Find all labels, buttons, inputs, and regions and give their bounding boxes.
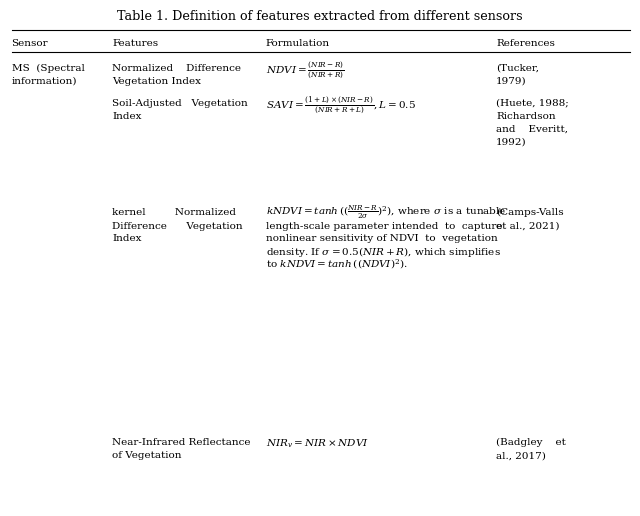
Text: to $kNDVI=tanh\,((NDVI)^2)$.: to $kNDVI=tanh\,((NDVI)^2)$.: [266, 258, 407, 271]
Text: density. If $\sigma=0.5(NIR+R)$, which simplifies: density. If $\sigma=0.5(NIR+R)$, which s…: [266, 245, 500, 259]
Text: length-scale parameter intended  to  capture: length-scale parameter intended to captu…: [266, 221, 502, 231]
Text: Vegetation Index: Vegetation Index: [112, 76, 201, 86]
Text: $SAVI=\frac{(1+L)\times(NIR-R)}{(NIR+R+L)}, L=0.5$: $SAVI=\frac{(1+L)\times(NIR-R)}{(NIR+R+L…: [266, 94, 416, 116]
Text: al., 2017): al., 2017): [496, 451, 546, 460]
Text: (Camps-Valls: (Camps-Valls: [496, 208, 564, 217]
Text: Table 1. Definition of features extracted from different sensors: Table 1. Definition of features extracte…: [117, 10, 523, 23]
Text: Normalized    Difference: Normalized Difference: [112, 63, 241, 73]
Text: 1992): 1992): [496, 137, 527, 147]
Text: et al., 2021): et al., 2021): [496, 221, 559, 231]
Text: Difference      Vegetation: Difference Vegetation: [112, 221, 243, 231]
Text: Formulation: Formulation: [266, 39, 330, 48]
Text: Sensor: Sensor: [12, 39, 48, 48]
Text: Soil-Adjusted   Vegetation: Soil-Adjusted Vegetation: [112, 99, 248, 108]
Text: Index: Index: [112, 111, 141, 121]
Text: Index: Index: [112, 234, 141, 244]
Text: 1979): 1979): [496, 76, 527, 86]
Text: $NDVI=\frac{(NIR-R)}{(NIR+R)}$: $NDVI=\frac{(NIR-R)}{(NIR+R)}$: [266, 61, 344, 82]
Text: Richardson: Richardson: [496, 111, 556, 121]
Text: Features: Features: [112, 39, 158, 48]
Text: $NIR_v=NIR\times NDVI$: $NIR_v=NIR\times NDVI$: [266, 438, 369, 450]
Text: (Huete, 1988;: (Huete, 1988;: [496, 99, 569, 108]
Text: MS  (Spectral: MS (Spectral: [12, 63, 84, 73]
Text: of Vegetation: of Vegetation: [112, 451, 182, 460]
Text: nonlinear sensitivity of NDVI  to  vegetation: nonlinear sensitivity of NDVI to vegetat…: [266, 234, 497, 244]
Text: kernel         Normalized: kernel Normalized: [112, 208, 236, 217]
Text: $kNDVI=tanh\,((\frac{NIR-R}{2\sigma})^2)$, where $\sigma$ is a tunable: $kNDVI=tanh\,((\frac{NIR-R}{2\sigma})^2)…: [266, 204, 506, 221]
Text: (Tucker,: (Tucker,: [496, 63, 539, 73]
Text: References: References: [496, 39, 555, 48]
Text: Near-Infrared Reflectance: Near-Infrared Reflectance: [112, 438, 250, 447]
Text: and    Everitt,: and Everitt,: [496, 124, 568, 134]
Text: information): information): [12, 76, 77, 86]
Text: (Badgley    et: (Badgley et: [496, 438, 566, 447]
